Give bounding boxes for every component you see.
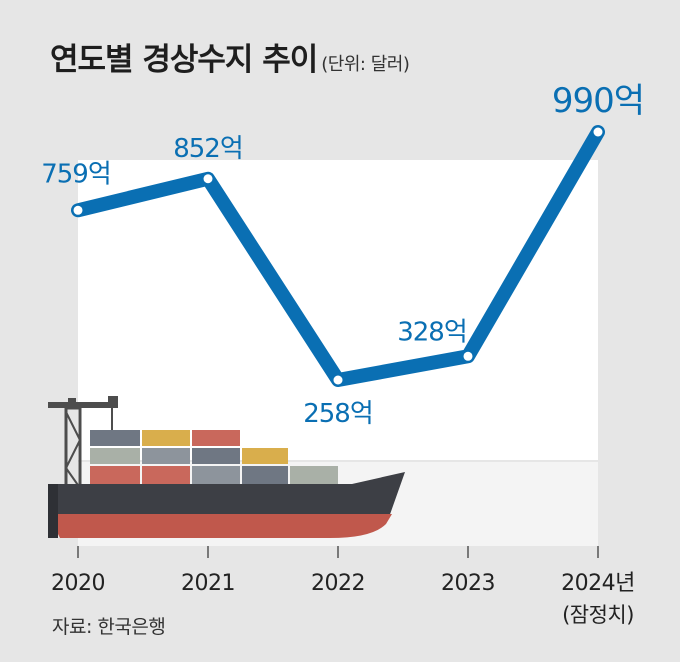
x-tick-label-0: 2020 [51,571,105,596]
value-label-1: 852억 [173,134,243,164]
x-tick-label-3: 2023 [441,571,495,596]
data-point-1 [203,174,213,184]
x-ticks [77,546,599,558]
crane-illustration [48,396,118,490]
chart-title: 연도별 경상수지 추이 [50,42,318,78]
unit-note: (단위: 달러) [321,54,410,75]
data-point-2 [333,375,343,385]
data-point-3 [463,351,473,361]
x-tick-label-4: 2024년 [561,571,635,596]
value-label-0: 759억 [41,159,111,189]
value-label-2: 258억 [303,399,373,429]
x-tick-label-2: 2022 [311,571,365,596]
data-point-4 [593,127,603,137]
ship-hull [48,472,405,520]
x-tick-sublabel-4: (잠정치) [562,603,634,627]
plot-panel [78,160,598,460]
container-ship-illustration [48,396,405,538]
data-point-0 [73,205,83,215]
value-label-3: 328억 [397,317,467,347]
ship-hull-bottom [48,514,392,538]
series-line [71,125,605,387]
chart-title-block: 연도별 경상수지 추이 (단위: 달러) [50,34,410,79]
x-tick-labels: 2020 2021 2022 2023 2024년 (잠정치) [51,571,635,627]
container-stack [90,430,338,484]
source-note: 자료: 한국은행 [52,616,166,638]
x-tick-label-1: 2021 [181,571,235,596]
value-labels: 759억 852억 258억 328억 990억 [41,81,645,429]
value-label-4: 990억 [552,81,644,121]
